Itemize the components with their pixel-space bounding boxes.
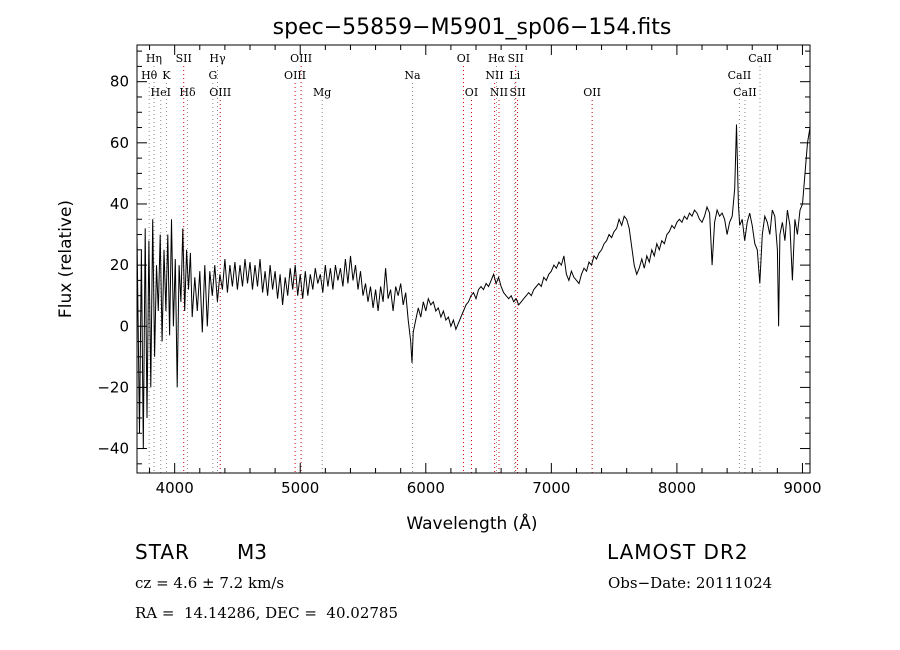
x-tick-label: 9000: [783, 479, 821, 497]
redshift-velocity: cz = 4.6 ± 7.2 km/s: [135, 574, 285, 592]
x-axis-label: Wavelength (Å): [406, 512, 537, 534]
x-tick-label: 6000: [407, 479, 445, 497]
spectral-line-label: Hθ: [141, 69, 158, 82]
axes: 4000 5000 6000 7000 8000 9000 −40 −20 0 20 40 60 80: [97, 45, 822, 497]
spectral-line-label: K: [162, 69, 171, 82]
chart-title: spec−55859−M5901_sp06−154.fits: [273, 15, 672, 40]
x-tick-label: 8000: [658, 479, 696, 497]
spectral-line-label: Mg: [313, 86, 331, 99]
spectral-line-label: CaII: [728, 69, 752, 82]
x-tick-label: 5000: [281, 479, 319, 497]
spectral-line-label: Hγ: [209, 52, 226, 65]
y-tick-label: 40: [110, 195, 129, 213]
ra-dec-coordinates: RA = 14.14286, DEC = 40.02785: [135, 604, 399, 622]
spectral-line-label: Hα: [488, 52, 506, 65]
spectral-line-label: Li: [509, 69, 520, 82]
plot-frame: [136, 44, 811, 474]
spectral-line-label: SII: [176, 52, 192, 65]
spectral-line-markers: [148, 66, 761, 473]
spectral-line-label: OII: [583, 86, 601, 99]
spectral-line-label: OIII: [284, 69, 306, 82]
spectral-line-label: OI: [457, 52, 470, 65]
spectral-line-label: OI: [465, 86, 478, 99]
observation-date: Obs−Date: 20111024: [608, 574, 773, 592]
y-tick-label: 0: [119, 317, 129, 335]
y-axis-label: Flux (relative): [56, 200, 76, 318]
spectrum-series-line: [136, 124, 811, 449]
survey-name: LAMOST DR2: [607, 540, 749, 564]
spectral-line-label: SII: [509, 86, 525, 99]
spectral-line-label: Na: [404, 69, 421, 82]
spectral-line-label: CaII: [733, 86, 757, 99]
spectral-line-label: OIII: [290, 52, 312, 65]
object-type: STAR: [135, 540, 190, 564]
y-tick-label: 60: [110, 134, 129, 152]
spectral-line-label: Hη: [146, 52, 162, 65]
spectral-line-label: SII: [508, 52, 524, 65]
spectral-line-label: CaII: [748, 52, 772, 65]
x-tick-label: 4000: [156, 479, 194, 497]
y-tick-label: 20: [110, 256, 129, 274]
spectral-line-label: NII: [485, 69, 503, 82]
spectral-line-label: NII: [490, 86, 508, 99]
spectral-line-label: HeI: [151, 86, 171, 99]
spectral-line-label: Hδ: [179, 86, 196, 99]
y-tick-label: 80: [110, 73, 129, 91]
x-tick-label: 7000: [532, 479, 570, 497]
y-tick-label: −40: [97, 440, 129, 458]
spectral-line-label: OIII: [209, 86, 231, 99]
object-subclass: M3: [237, 540, 267, 564]
y-tick-label: −20: [97, 378, 129, 396]
spectral-line-label: G: [208, 69, 217, 82]
